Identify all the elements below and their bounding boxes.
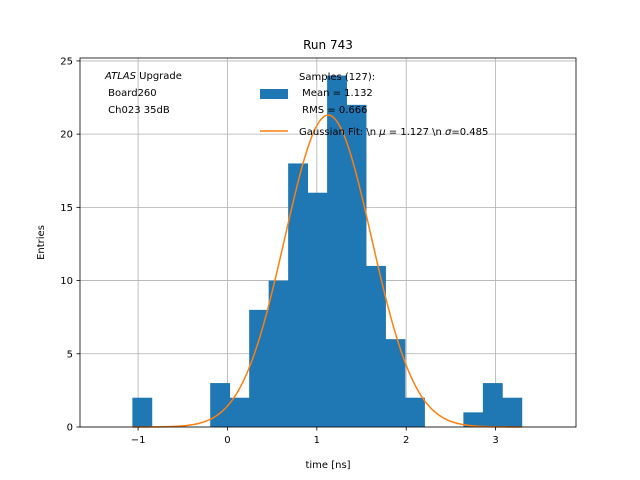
- histogram-bar: [482, 383, 503, 427]
- y-tick-label: 25: [60, 57, 73, 68]
- histogram-bar: [405, 397, 425, 427]
- y-tick-label: 0: [67, 423, 73, 434]
- histogram-bars: [132, 75, 523, 428]
- histogram-bar: [307, 192, 328, 427]
- y-tick-label: 20: [60, 130, 73, 141]
- legend-samples-line-3: RMS = 0.666: [299, 105, 367, 116]
- annotation-line-2: Board260: [105, 88, 157, 99]
- x-tick-label: 2: [403, 435, 409, 446]
- y-tick-label: 15: [60, 203, 73, 214]
- y-tick-label: 10: [60, 276, 73, 287]
- y-tick-label: 5: [67, 349, 73, 360]
- atlas-annotation: ATLAS Upgrade Board260 Ch023 35dB: [104, 71, 182, 116]
- gaussian-fit: [132, 114, 522, 428]
- annotation-atlas: ATLAS: [104, 71, 137, 82]
- annotation-line-3: Ch023 35dB: [105, 105, 170, 116]
- legend-fit-label: Gaussian Fit: \n μ = 1.127 \n σ=0.485: [299, 127, 488, 138]
- legend-fit-mu: μ: [378, 127, 385, 138]
- annotation-line-1: ATLAS Upgrade: [104, 71, 182, 82]
- legend-fit-mu-value: = 1.127 \n: [386, 127, 445, 138]
- x-tick-label: 3: [492, 435, 498, 446]
- y-axis-label: Entries: [36, 225, 47, 260]
- x-axis-ticks: −1 0 1 2 3: [131, 427, 499, 446]
- histogram-bar: [502, 397, 523, 427]
- y-axis-ticks: 0 5 10 15 20 25: [60, 57, 80, 434]
- histogram-bar: [210, 383, 231, 427]
- histogram-bar: [463, 412, 484, 427]
- gaussian-fit-curve: [132, 114, 522, 428]
- x-tick-label: −1: [131, 435, 146, 446]
- legend-fit-prefix: Gaussian Fit: \n: [299, 127, 379, 138]
- histogram-bar: [385, 339, 406, 427]
- legend-fit-sigma-value: =0.485: [451, 127, 488, 138]
- histogram-bar: [327, 75, 347, 428]
- x-tick-label: 0: [224, 435, 230, 446]
- x-axis-label: time [ns]: [305, 460, 350, 471]
- histogram-bar: [268, 280, 289, 427]
- chart-title: Run 743: [303, 38, 353, 52]
- histogram-bar: [366, 265, 386, 427]
- histogram-bar: [132, 397, 153, 427]
- histogram-bar: [346, 104, 367, 427]
- plot-frame: [79, 57, 577, 428]
- legend-samples-line-2: Mean = 1.132: [299, 88, 373, 99]
- legend-samples-line-1: Samples (127):: [299, 72, 375, 83]
- legend-samples-swatch: [260, 89, 288, 99]
- x-tick-label: 1: [314, 435, 320, 446]
- histogram-bar: [288, 163, 309, 427]
- annotation-upgrade: Upgrade: [136, 71, 182, 82]
- histogram-bar: [249, 309, 270, 427]
- legend-fit-sigma: σ: [445, 127, 452, 138]
- histogram-bar: [229, 397, 250, 427]
- legend: Samples (127): Mean = 1.132 RMS = 0.666 …: [260, 72, 488, 138]
